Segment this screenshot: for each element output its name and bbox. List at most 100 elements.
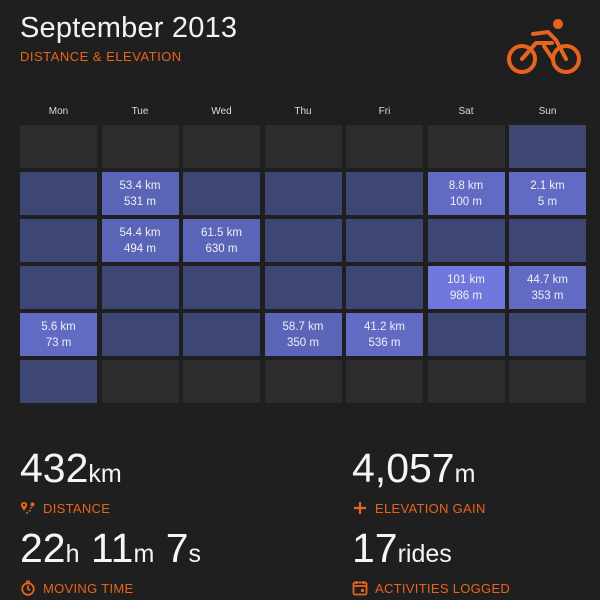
ride-elevation: 531 m (124, 195, 156, 208)
calendar-day-cell[interactable] (427, 313, 505, 356)
ride-day-cell[interactable]: 101 km 986 m (427, 266, 505, 309)
empty-day-cell (427, 125, 505, 168)
empty-day-cell (183, 125, 260, 168)
ride-distance: 44.7 km (527, 273, 568, 286)
calendar-day-cell[interactable] (20, 360, 97, 403)
calendar-day-cell[interactable] (183, 266, 260, 309)
elevation-label: ELEVATION GAIN (375, 500, 486, 516)
empty-day-cell (183, 360, 260, 403)
calendar-day-cell[interactable] (346, 266, 423, 309)
elevation-value: 4,057 (352, 445, 455, 491)
page-title: September 2013 (20, 12, 238, 44)
ride-distance: 61.5 km (201, 226, 242, 239)
ride-distance: 8.8 km (448, 179, 484, 192)
minutes-unit: m (133, 540, 155, 568)
ride-distance: 2.1 km (530, 179, 565, 192)
empty-day-cell (101, 360, 179, 403)
calendar-day-cell[interactable] (509, 219, 586, 262)
ride-distance: 58.7 km (282, 320, 324, 333)
bicycle-rider-icon (507, 19, 581, 74)
ride-day-cell[interactable]: 5.6 km 73 m (20, 313, 97, 356)
ride-elevation: 100 m (450, 195, 482, 208)
empty-day-cell (264, 360, 342, 403)
seconds-value: 7 (165, 525, 189, 571)
ride-day-cell[interactable]: 54.4 km 494 m (101, 219, 179, 262)
ride-elevation: 494 m (124, 242, 156, 255)
empty-day-cell (20, 125, 97, 168)
page-subtitle: DISTANCE & ELEVATION (20, 49, 182, 64)
ride-distance: 5.6 km (41, 320, 76, 333)
distance-label: DISTANCE (43, 500, 111, 516)
calendar-day-cell[interactable] (264, 172, 342, 215)
activities-unit: rides (397, 540, 452, 568)
elevation-stat: 4,057m ELEVATION GAIN (352, 446, 486, 516)
hours-unit: h (65, 540, 80, 568)
ride-day-cell[interactable]: 8.8 km 100 m (427, 172, 505, 215)
elevation-label-row: ELEVATION GAIN (352, 500, 486, 516)
distance-value-line: 432km (20, 446, 122, 496)
calendar-day-cell[interactable] (264, 219, 342, 262)
calendar-day-cell[interactable] (20, 266, 97, 309)
weekday-label: Tue (131, 106, 149, 117)
calendar-day-cell[interactable] (20, 219, 97, 262)
ride-day-cell[interactable]: 53.4 km 531 m (101, 172, 179, 215)
calendar-icon (352, 581, 368, 596)
weekday-header: Mon Tue Wed Thu Fri Sat Sun (20, 106, 580, 120)
moving-time-label-row: MOVING TIME (20, 580, 201, 596)
ride-day-cell[interactable]: 61.5 km 630 m (183, 219, 260, 262)
ride-day-cell[interactable]: 2.1 km 5 m (509, 172, 586, 215)
minutes-value: 11 (90, 525, 134, 571)
ride-elevation: 986 m (450, 289, 482, 302)
distance-stat: 432km DISTANCE (20, 446, 122, 516)
calendar-day-cell[interactable] (346, 219, 423, 262)
calendar-grid: 53.4 km 531 m 8.8 km 100 m 2.1 km 5 m 54.4 km 4… (20, 125, 586, 403)
weekday-label: Sun (538, 106, 557, 117)
ride-elevation: 353 m (531, 289, 564, 302)
ride-day-cell[interactable]: 41.2 km 536 m (346, 313, 423, 356)
ride-elevation: 73 m (45, 336, 72, 349)
plus-icon (354, 502, 366, 514)
route-pin-icon (20, 502, 35, 514)
moving-time-value-line: 22h 11m 7s (20, 526, 201, 576)
calendar-day-cell[interactable] (183, 313, 260, 356)
empty-day-cell (101, 125, 179, 168)
hours-value: 22 (20, 525, 66, 571)
calendar-day-cell[interactable] (509, 313, 586, 356)
calendar-day-cell[interactable] (20, 172, 97, 215)
empty-day-cell (509, 360, 586, 403)
calendar-day-cell[interactable] (427, 219, 505, 262)
ride-elevation: 350 m (287, 336, 319, 349)
elevation-unit: m (454, 460, 476, 488)
weekday-label: Thu (294, 106, 312, 117)
activities-label: ACTIVITIES LOGGED (375, 580, 511, 596)
calendar-day-cell[interactable] (101, 313, 179, 356)
activities-value: 17 (352, 525, 398, 571)
empty-day-cell (346, 360, 423, 403)
weekday-label: Fri (378, 106, 391, 117)
ride-distance: 101 km (447, 273, 485, 286)
calendar-day-cell[interactable] (346, 172, 423, 215)
ride-elevation: 5 m (537, 195, 558, 208)
weekday-label: Wed (211, 106, 232, 117)
elevation-value-line: 4,057m (352, 446, 486, 496)
activities-value-line: 17rides (352, 526, 510, 576)
stopwatch-icon (21, 580, 35, 596)
ride-elevation: 630 m (205, 242, 238, 255)
activities-label-row: ACTIVITIES LOGGED (352, 580, 510, 596)
calendar-day-cell[interactable] (101, 266, 179, 309)
weekday-label: Mon (48, 106, 69, 117)
calendar-day-cell[interactable] (264, 266, 342, 309)
ride-distance: 41.2 km (364, 320, 405, 333)
calendar-day-cell[interactable] (509, 125, 586, 168)
moving-time-stat: 22h 11m 7s MOVING TIME (20, 526, 201, 596)
empty-day-cell (427, 360, 505, 403)
empty-day-cell (264, 125, 342, 168)
ride-elevation: 536 m (368, 336, 401, 349)
weekday-label: Sat (458, 106, 474, 117)
ride-day-cell[interactable]: 44.7 km 353 m (509, 266, 586, 309)
seconds-unit: s (188, 540, 202, 568)
ride-day-cell[interactable]: 58.7 km 350 m (264, 313, 342, 356)
moving-time-label: MOVING TIME (43, 580, 134, 596)
activities-stat: 17rides ACTIVITIES LOGGED (352, 526, 510, 596)
calendar-day-cell[interactable] (183, 172, 260, 215)
